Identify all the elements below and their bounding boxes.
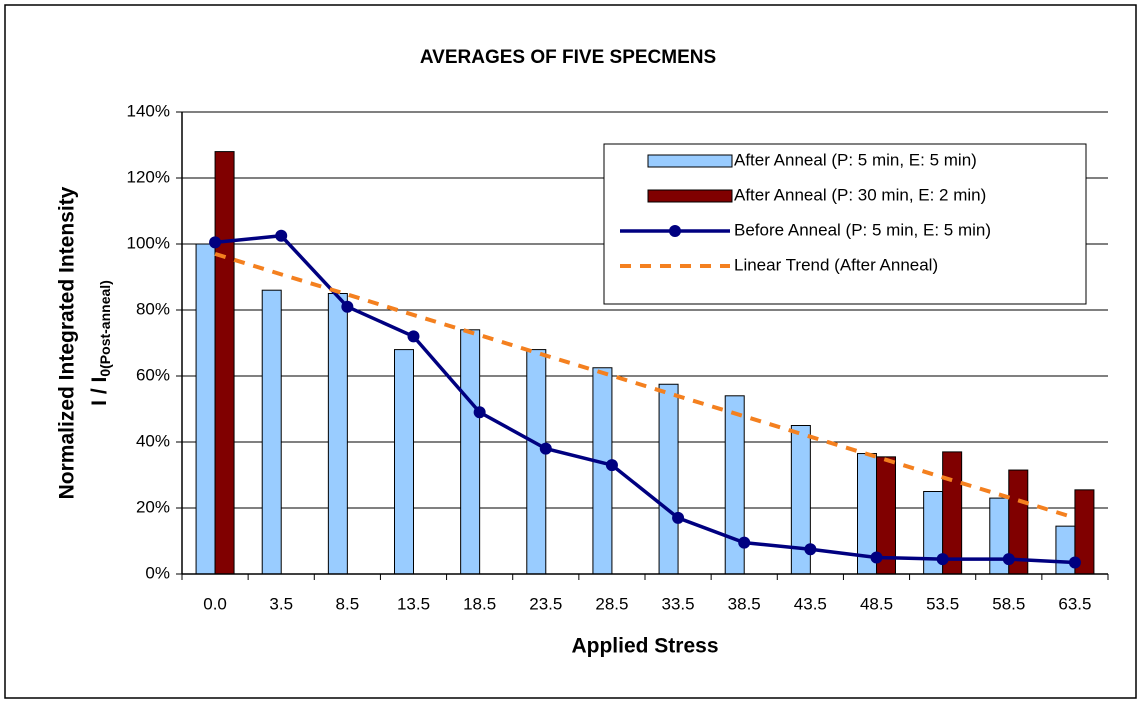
chart-title: AVERAGES OF FIVE SPECMENS	[420, 47, 716, 68]
bar	[214, 151, 235, 575]
x-tick-label: 28.5	[595, 594, 628, 613]
legend-marker	[669, 225, 681, 237]
line-point	[936, 553, 949, 566]
line-point	[605, 459, 618, 472]
x-tick-label: 53.5	[926, 594, 959, 613]
y-tick-label: 80%	[136, 299, 170, 318]
line-point	[1002, 553, 1015, 566]
line-point	[738, 536, 751, 549]
x-tick-label: 3.5	[269, 594, 293, 613]
y-tick-label: 0%	[145, 563, 170, 582]
y-tick-label: 60%	[136, 365, 170, 384]
y-tick-label: 20%	[136, 497, 170, 516]
trend-line	[214, 251, 1076, 520]
legend-swatch	[647, 154, 733, 168]
x-tick-label: 58.5	[992, 594, 1025, 613]
line	[214, 233, 1076, 565]
line-point	[1068, 556, 1081, 569]
bar	[261, 289, 282, 575]
x-axis-label: Applied Stress	[571, 635, 718, 658]
legend-label: After Anneal (P: 5 min, E: 5 min)	[734, 150, 977, 169]
x-tick-label: 8.5	[336, 594, 360, 613]
x-tick-label: 13.5	[397, 594, 430, 613]
y-axis-label-line2: I / I0(Post-anneal)	[88, 280, 113, 406]
x-tick-label: 38.5	[728, 594, 761, 613]
line-point	[473, 406, 486, 419]
legend-swatch	[647, 189, 733, 203]
line-point	[209, 236, 222, 249]
line-point	[539, 442, 552, 455]
y-axis-label-line1: Normalized Integrated Intensity	[56, 186, 79, 499]
bar	[327, 293, 348, 575]
bar	[526, 349, 547, 575]
legend-box	[603, 143, 1087, 305]
line-point	[407, 330, 420, 343]
chart-border	[4, 4, 1137, 699]
x-tick-label: 63.5	[1058, 594, 1091, 613]
legend-label: Linear Trend (After Anneal)	[734, 255, 938, 274]
y-tick-label: 100%	[127, 233, 170, 252]
y-tick-label: 120%	[127, 167, 170, 186]
y-label-main: I / I	[88, 377, 111, 406]
y-tick-label: 140%	[127, 101, 170, 120]
line-point	[672, 511, 685, 524]
bar	[460, 329, 481, 575]
line-point	[341, 300, 354, 313]
bar	[592, 367, 613, 575]
x-tick-label: 43.5	[794, 594, 827, 613]
y-axis-label: Normalized Integrated Intensity I / I0(P…	[56, 186, 113, 499]
x-tick-label: 48.5	[860, 594, 893, 613]
line-point	[870, 551, 883, 564]
x-tick-label: 18.5	[463, 594, 496, 613]
x-tick-label: 23.5	[529, 594, 562, 613]
bar	[195, 243, 216, 575]
legend-label: After Anneal (P: 30 min, E: 2 min)	[734, 185, 986, 204]
legend: After Anneal (P: 5 min, E: 5 min) After A…	[603, 143, 1087, 305]
line-point	[804, 543, 817, 556]
legend-label: Before Anneal (P: 5 min, E: 5 min)	[734, 220, 991, 239]
y-label-subscript: 0(Post-anneal)	[97, 280, 113, 376]
line-point	[275, 229, 288, 242]
y-tick-label: 40%	[136, 431, 170, 450]
bar	[658, 383, 679, 575]
x-tick-label: 33.5	[662, 594, 695, 613]
bar	[394, 349, 414, 575]
x-tick-label: 0.0	[203, 594, 227, 613]
